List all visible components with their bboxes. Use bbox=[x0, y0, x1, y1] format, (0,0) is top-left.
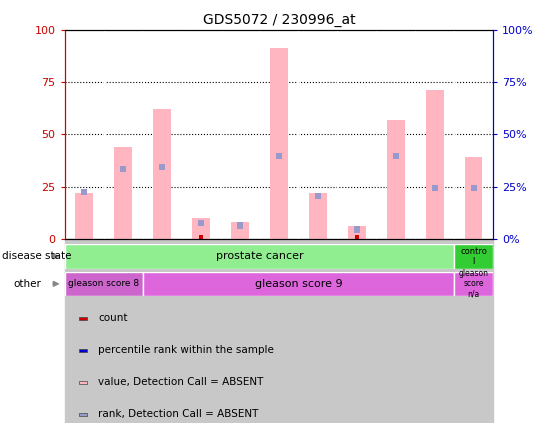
Bar bbox=[65, 272, 143, 296]
Bar bbox=[143, 239, 182, 423]
Text: other: other bbox=[13, 279, 42, 289]
Bar bbox=[355, 235, 359, 239]
Text: prostate cancer: prostate cancer bbox=[216, 251, 303, 261]
Bar bbox=[231, 222, 248, 239]
Bar bbox=[276, 153, 282, 159]
Bar bbox=[376, 239, 415, 423]
Bar bbox=[153, 109, 171, 239]
Bar bbox=[426, 91, 444, 239]
Text: contro
l: contro l bbox=[460, 247, 487, 266]
Bar bbox=[393, 153, 399, 159]
Bar bbox=[192, 218, 210, 239]
Bar bbox=[79, 317, 87, 320]
Bar bbox=[270, 49, 288, 239]
Bar bbox=[415, 239, 454, 423]
Bar bbox=[199, 235, 203, 239]
Text: disease state: disease state bbox=[2, 251, 71, 261]
Bar bbox=[114, 147, 132, 239]
Bar bbox=[432, 184, 438, 191]
Bar bbox=[79, 349, 87, 352]
Bar bbox=[454, 244, 493, 269]
Bar bbox=[237, 222, 243, 228]
Bar bbox=[159, 164, 165, 170]
Bar bbox=[75, 193, 93, 239]
Text: count: count bbox=[98, 313, 128, 323]
Bar bbox=[337, 239, 376, 423]
Bar bbox=[454, 239, 493, 423]
Bar bbox=[198, 220, 204, 226]
Bar bbox=[454, 272, 493, 296]
Bar bbox=[143, 272, 454, 296]
Bar bbox=[309, 193, 327, 239]
Text: value, Detection Call = ABSENT: value, Detection Call = ABSENT bbox=[98, 377, 264, 387]
Bar bbox=[387, 120, 405, 239]
Bar bbox=[299, 239, 337, 423]
Bar bbox=[103, 239, 143, 423]
Text: gleason
score
n/a: gleason score n/a bbox=[459, 269, 489, 299]
Bar bbox=[79, 413, 87, 416]
Text: gleason score 8: gleason score 8 bbox=[68, 279, 139, 288]
Bar bbox=[315, 193, 321, 199]
Bar bbox=[182, 239, 220, 423]
Bar bbox=[65, 239, 103, 423]
Text: gleason score 9: gleason score 9 bbox=[254, 279, 342, 289]
Title: GDS5072 / 230996_at: GDS5072 / 230996_at bbox=[203, 13, 355, 27]
Bar bbox=[354, 226, 360, 233]
Bar bbox=[220, 239, 259, 423]
Bar bbox=[120, 166, 126, 172]
Bar bbox=[465, 157, 482, 239]
Bar bbox=[81, 189, 87, 195]
Bar bbox=[471, 184, 476, 191]
Bar bbox=[348, 226, 365, 239]
Bar bbox=[79, 381, 87, 384]
Text: rank, Detection Call = ABSENT: rank, Detection Call = ABSENT bbox=[98, 409, 259, 419]
Text: percentile rank within the sample: percentile rank within the sample bbox=[98, 345, 274, 355]
Bar bbox=[259, 239, 299, 423]
